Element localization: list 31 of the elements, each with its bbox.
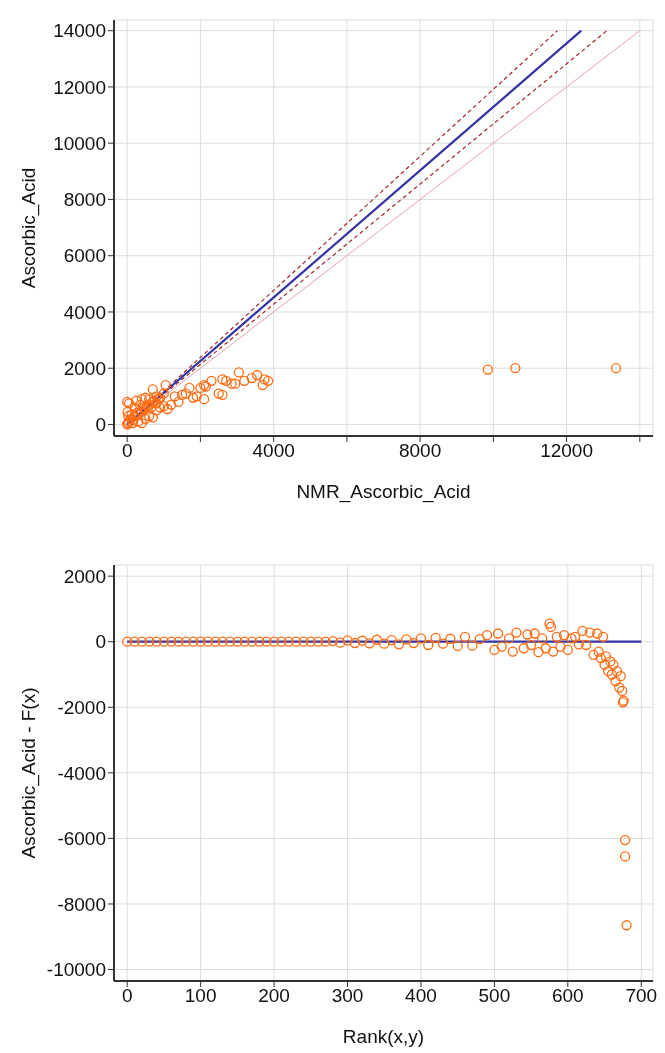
x-tick-label: 8000 <box>398 440 442 462</box>
y-tick-label: -8000 <box>57 893 106 915</box>
y-tick-label: 4000 <box>63 301 106 323</box>
y-tick-label: 6000 <box>63 245 106 267</box>
x-tick-label: 4000 <box>252 440 295 462</box>
y-tick-label: -10000 <box>46 959 106 981</box>
y-tick-label: 14000 <box>53 20 106 42</box>
x-tick-label: 600 <box>551 985 584 1007</box>
y-axis-title: Ascorbic_Acid <box>17 167 40 289</box>
y-tick-label: 2000 <box>63 357 106 379</box>
y-tick-label: 2000 <box>63 565 106 587</box>
x-axis-title: NMR_Ascorbic_Acid <box>296 481 471 503</box>
x-tick-label: 400 <box>405 985 437 1007</box>
y-axis-title: Ascorbic_Acid - F(x) <box>17 687 40 859</box>
x-tick-label: 700 <box>625 985 658 1007</box>
y-tick-label: 12000 <box>53 76 106 98</box>
y-tick-label: 8000 <box>63 189 106 211</box>
x-tick-label: 12000 <box>540 440 594 462</box>
x-tick-label: 200 <box>258 985 290 1007</box>
y-tick-label: 0 <box>95 414 106 436</box>
x-tick-label: 100 <box>184 985 217 1007</box>
x-tick-label: 0 <box>121 440 133 462</box>
x-tick-label: 0 <box>121 985 133 1007</box>
x-axis-title: Rank(x,y) <box>342 1026 425 1047</box>
x-tick-label: 300 <box>331 985 364 1007</box>
y-tick-label: -6000 <box>57 828 106 850</box>
x-tick-label: 500 <box>478 985 511 1007</box>
y-tick-label: 0 <box>95 631 106 653</box>
y-tick-label: -2000 <box>57 697 106 719</box>
y-tick-label: -4000 <box>57 762 106 784</box>
y-tick-label: 10000 <box>53 132 106 154</box>
